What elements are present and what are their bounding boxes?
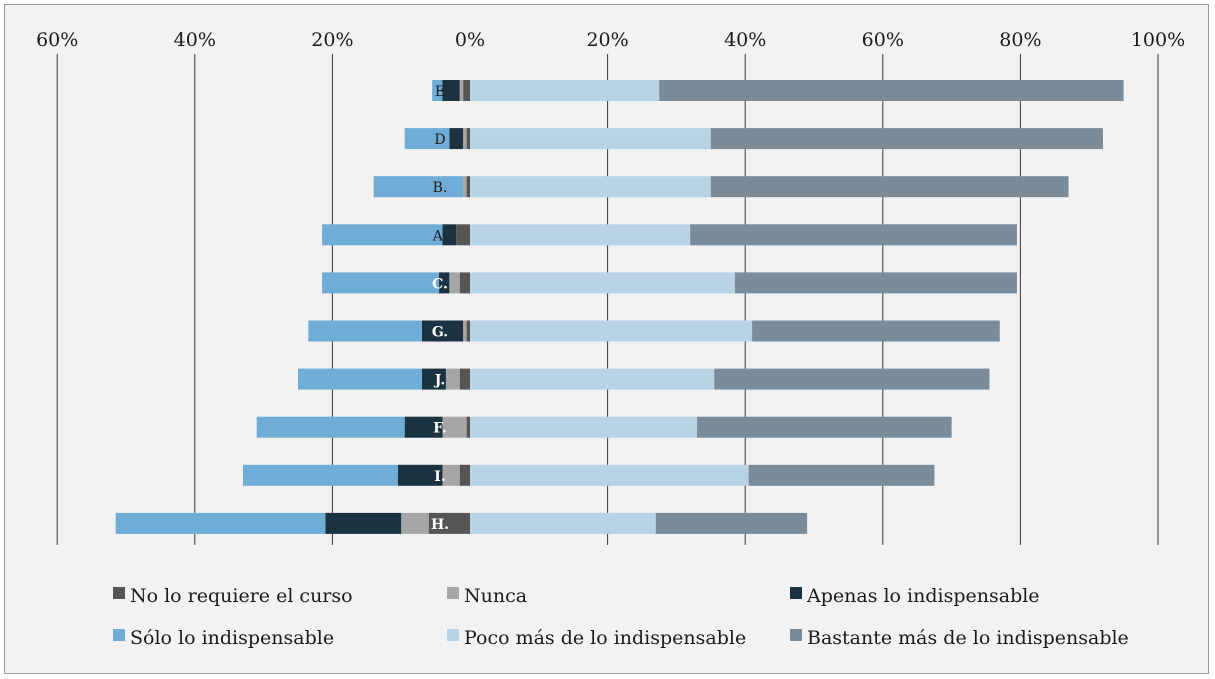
- bar-segment: [466, 416, 470, 438]
- legend-swatch: [113, 587, 125, 599]
- bar-segment: [459, 464, 470, 486]
- x-tick-label: 40%: [174, 29, 216, 51]
- legend-label: No lo requiere el curso: [130, 585, 353, 607]
- bar-segment: [710, 128, 1103, 150]
- bar-segment: [445, 368, 460, 390]
- bar-segment: [463, 128, 467, 150]
- bar-segment: [470, 176, 711, 198]
- legend-swatch: [790, 629, 802, 641]
- bar-segment: [697, 416, 952, 438]
- legend-swatch: [790, 587, 802, 599]
- bar-segment: [470, 512, 656, 534]
- category-label: H.: [431, 517, 449, 533]
- bar-segment: [442, 416, 467, 438]
- bar-segment: [432, 80, 443, 101]
- bar-segment: [325, 512, 402, 534]
- x-tick-label: 60%: [862, 29, 904, 51]
- bar-segment: [470, 272, 735, 294]
- bar-segment: [442, 80, 460, 101]
- x-tick-label: 20%: [586, 29, 628, 51]
- bar-segment: [690, 224, 1017, 246]
- bar-segment: [373, 176, 464, 198]
- bar-segment: [442, 224, 457, 246]
- bar-segment: [421, 368, 446, 390]
- bar-segment: [748, 464, 935, 486]
- bar-segment: [470, 464, 749, 486]
- bar-segment: [463, 80, 470, 101]
- category-label: D: [434, 132, 445, 148]
- bar-segment: [308, 320, 422, 342]
- diverging-bar-chart: 60% 40% 20% 0% 20% 40% 60% 80% 100% E D B. A. C. G. J.…: [36, 29, 1185, 649]
- bar-segment: [442, 464, 460, 486]
- bar-segment: [470, 368, 715, 390]
- bar-segment: [470, 416, 698, 438]
- x-tick-label: 80%: [999, 29, 1041, 51]
- bar-labels: E D B. A. C. G. J. F. I. H.: [431, 84, 449, 533]
- bar-segment: [115, 512, 326, 534]
- bar-segment: [466, 176, 470, 198]
- category-label: C.: [432, 276, 448, 292]
- legend: No lo requiere el curso Nunca Apenas lo in…: [113, 585, 1129, 649]
- legend-label: Apenas lo indispensable: [806, 585, 1040, 607]
- x-axis-ticks: 60% 40% 20% 0% 20% 40% 60% 80% 100%: [36, 29, 1185, 51]
- bar-segment: [322, 272, 440, 294]
- bar-segment: [470, 320, 753, 342]
- bar-segment: [655, 512, 808, 534]
- bar-segment: [463, 320, 467, 342]
- category-label: J.: [433, 373, 445, 389]
- bar-segment: [470, 80, 660, 101]
- category-label: F.: [433, 421, 446, 437]
- bar-segment: [421, 320, 464, 342]
- bar-segment: [449, 128, 464, 150]
- bar-segment: [298, 368, 422, 390]
- legend-label: Nunca: [464, 585, 527, 607]
- bar-segment: [710, 176, 1069, 198]
- x-tick-label: 40%: [724, 29, 766, 51]
- bar-segment: [659, 80, 1124, 101]
- category-label: G.: [432, 325, 448, 341]
- bar-segment: [322, 224, 443, 246]
- legend-swatch: [447, 587, 459, 599]
- category-label: I.: [434, 469, 445, 485]
- legend-label: Sólo lo indispensable: [130, 627, 334, 649]
- bar-segment: [459, 272, 470, 294]
- legend-label: Poco más de lo indispensable: [464, 627, 746, 649]
- bar-segment: [714, 368, 990, 390]
- bar-segment: [449, 272, 460, 294]
- legend-swatch: [447, 629, 459, 641]
- x-tick-label: 20%: [311, 29, 353, 51]
- bar-segment: [428, 512, 470, 534]
- bar-segment: [242, 464, 398, 486]
- bar-segment: [439, 272, 450, 294]
- bar-segment: [404, 128, 450, 150]
- bar-segment: [470, 128, 711, 150]
- bar-segment: [470, 224, 691, 246]
- category-label: A.: [432, 228, 448, 244]
- bar-segment: [463, 176, 467, 198]
- bar-segment: [256, 416, 405, 438]
- x-tick-label: 100%: [1131, 29, 1185, 51]
- bar-segment: [752, 320, 1000, 342]
- bar-segment: [734, 272, 1017, 294]
- chart-frame: 60% 40% 20% 0% 20% 40% 60% 80% 100% E D B. A. C. G. J.…: [4, 4, 1209, 674]
- bar-segment: [456, 224, 470, 246]
- bars: [115, 80, 1124, 534]
- bar-segment: [404, 416, 443, 438]
- bar-segment: [459, 368, 470, 390]
- bar-segment: [397, 464, 443, 486]
- x-tick-label: 0%: [455, 29, 485, 51]
- category-label: B.: [433, 180, 448, 196]
- bar-segment: [401, 512, 429, 534]
- bar-segment: [459, 80, 464, 101]
- bar-segment: [466, 320, 470, 342]
- legend-swatch: [113, 629, 125, 641]
- bar-segment: [466, 128, 470, 150]
- legend-label: Bastante más de lo indispensable: [807, 627, 1129, 649]
- x-tick-label: 60%: [36, 29, 78, 51]
- category-label: E: [435, 84, 445, 100]
